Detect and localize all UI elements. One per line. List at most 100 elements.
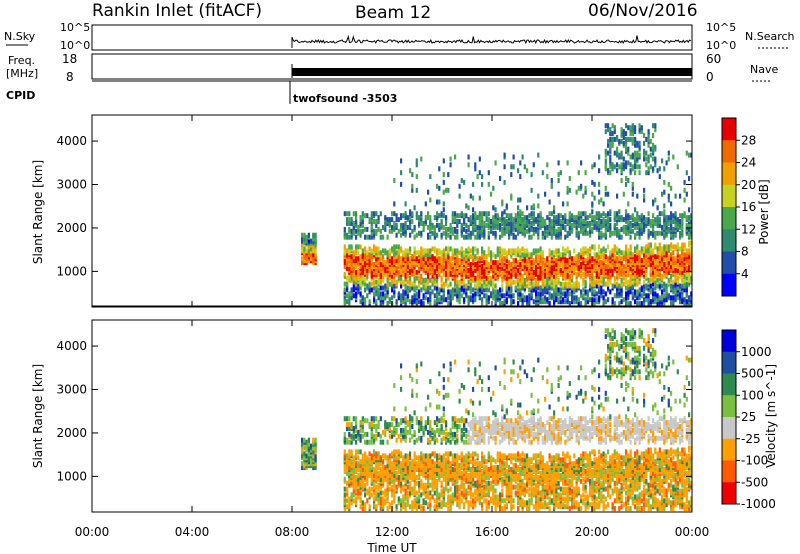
velocity-cell	[409, 484, 412, 490]
power-cell	[346, 293, 349, 299]
power-cell	[526, 228, 529, 234]
power-cell	[674, 211, 677, 217]
velocity-cell	[418, 435, 421, 441]
power-cell	[541, 297, 544, 303]
power-cell	[613, 262, 616, 267]
velocity-cell	[348, 500, 351, 506]
power-cell	[431, 254, 434, 260]
power-cell	[361, 279, 364, 285]
power-cell	[494, 289, 497, 295]
power-cell	[483, 228, 486, 234]
power-cell	[683, 242, 686, 248]
velocity-cell	[312, 449, 315, 455]
power-cell	[454, 275, 457, 281]
power-cell	[584, 215, 587, 221]
power-cell	[647, 301, 650, 307]
power-cell	[676, 242, 679, 248]
velocity-cell	[400, 488, 403, 494]
power-cell	[681, 242, 684, 248]
power-cell	[645, 244, 648, 250]
power-cell	[645, 297, 648, 303]
velocity-cell	[375, 427, 378, 433]
power-cell	[532, 269, 535, 275]
velocity-cell	[366, 488, 369, 494]
power-cell	[636, 256, 639, 262]
power-cell	[373, 244, 376, 250]
power-cell	[553, 215, 556, 221]
power-cell	[591, 297, 594, 303]
power-cell	[593, 264, 596, 269]
power-cell	[496, 293, 499, 299]
power-cell	[472, 207, 475, 213]
velocity-cell	[404, 406, 407, 412]
power-cell	[562, 215, 565, 221]
velocity-cell	[418, 420, 421, 426]
power-cell	[377, 215, 380, 221]
nave-tick-bottom: 0	[706, 70, 714, 84]
power-cell	[663, 189, 666, 195]
power-cell	[523, 164, 526, 170]
power-cell	[620, 250, 623, 256]
power-cell	[510, 277, 513, 283]
power-cell	[618, 228, 621, 234]
power-cell	[357, 256, 360, 262]
power-cell	[352, 279, 355, 285]
power-cell	[438, 222, 441, 228]
power-cell	[442, 189, 445, 195]
power-cell	[406, 285, 409, 291]
power-cell	[649, 277, 652, 283]
power-cell	[688, 240, 691, 246]
power-cell	[640, 301, 643, 307]
power-cell	[557, 248, 560, 254]
velocity-cell	[379, 433, 382, 439]
power-cell	[676, 217, 679, 223]
velocity-cell	[379, 416, 382, 422]
velocity-cell	[359, 459, 362, 465]
velocity-cell	[409, 420, 412, 426]
power-cell	[625, 213, 628, 219]
velocity-cell	[415, 490, 418, 496]
power-cell	[379, 234, 382, 240]
power-cell	[307, 232, 310, 238]
power-cell	[544, 295, 547, 301]
power-cell	[510, 164, 513, 170]
power-cell	[469, 262, 472, 267]
velocity-cell	[370, 416, 373, 422]
power-cell	[559, 267, 562, 273]
velocity-cell	[391, 461, 394, 467]
velocity-cell	[377, 496, 380, 502]
power-cell	[485, 287, 488, 293]
power-cell	[636, 221, 639, 226]
power-cell	[649, 152, 652, 158]
power-cell	[539, 254, 542, 260]
power-cell	[402, 279, 405, 285]
power-cell	[548, 279, 551, 285]
power-cell	[555, 273, 558, 279]
power-cell	[418, 283, 421, 289]
power-cell	[377, 287, 380, 293]
power-cell	[456, 219, 459, 224]
power-cell	[404, 201, 407, 207]
power-cell	[548, 291, 551, 297]
power-cell	[348, 234, 351, 240]
power-cell	[631, 291, 634, 297]
power-cell	[409, 215, 412, 221]
power-cell	[393, 258, 396, 264]
power-cell	[460, 211, 463, 217]
power-cell	[436, 301, 439, 307]
power-cell	[622, 156, 625, 162]
power-cell	[440, 275, 443, 281]
power-cell	[384, 293, 387, 299]
power-cell	[667, 181, 670, 187]
power-cell	[463, 234, 466, 240]
power-cell	[535, 281, 538, 287]
power-cell	[415, 285, 418, 291]
power-cell	[607, 142, 610, 148]
power-cell	[568, 224, 571, 230]
power-cell	[613, 254, 616, 260]
velocity-cell	[391, 429, 394, 435]
power-cell	[595, 224, 598, 230]
velocity-cell	[424, 457, 427, 463]
velocity-cell	[346, 422, 349, 428]
